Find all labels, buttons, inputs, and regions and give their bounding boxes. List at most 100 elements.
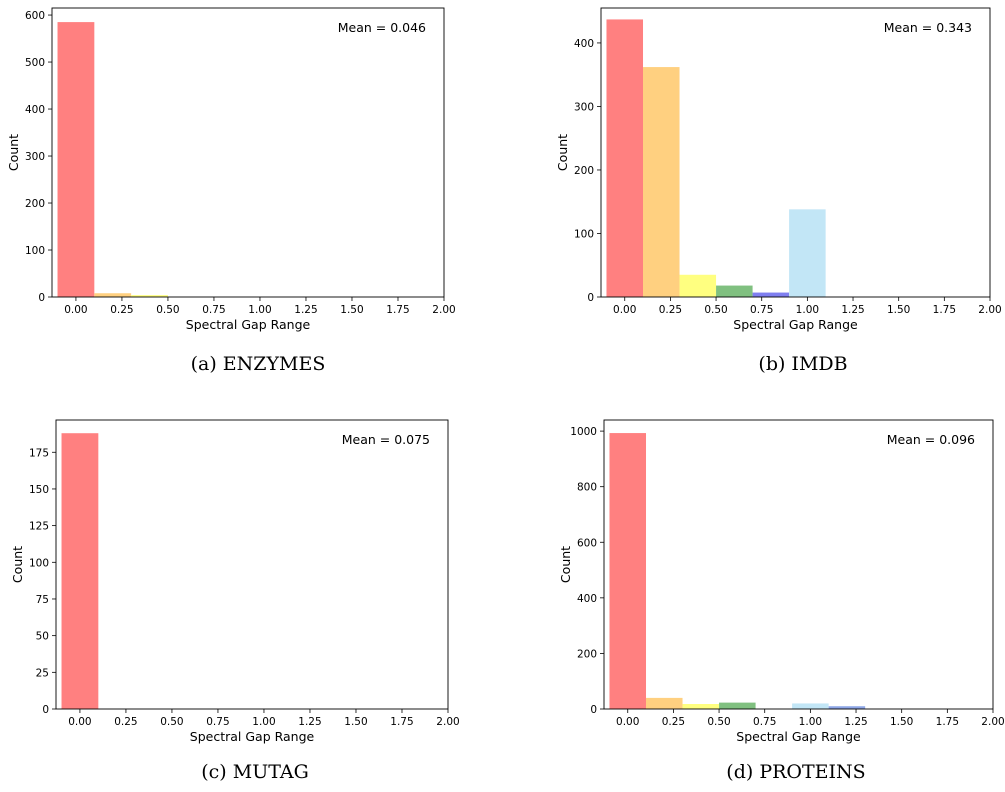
- x-tick-label: 0.50: [707, 716, 730, 728]
- bar-2: [131, 295, 168, 297]
- panel-caption: (c) MUTAG: [201, 761, 309, 783]
- bar-5: [789, 209, 826, 297]
- x-tick-label: 0.00: [64, 304, 87, 316]
- x-tick-label: 0.75: [202, 304, 225, 316]
- y-tick-label: 800: [577, 482, 597, 494]
- x-tick-label: 1.75: [390, 716, 413, 728]
- bar-3: [719, 702, 756, 709]
- y-tick-label: 125: [29, 521, 49, 533]
- x-tick-label: 0.50: [156, 304, 179, 316]
- x-tick-label: 0.00: [68, 716, 91, 728]
- y-tick-label: 100: [574, 228, 594, 240]
- x-tick-label: 2.00: [432, 304, 455, 316]
- y-tick-label: 0: [590, 704, 597, 716]
- bar-1: [643, 67, 680, 297]
- bar-1: [94, 293, 132, 297]
- axes-frame: [600, 7, 991, 298]
- x-tick-label: 1.25: [298, 716, 321, 728]
- y-tick-label: 100: [29, 557, 49, 569]
- x-tick-label: 1.75: [933, 304, 956, 316]
- y-tick-label: 25: [36, 667, 49, 679]
- x-tick-label: 1.00: [248, 304, 271, 316]
- x-tick-label: 0.00: [613, 304, 636, 316]
- x-tick-label: 1.75: [386, 304, 409, 316]
- x-tick-label: 0.00: [616, 716, 639, 728]
- y-axis-label: Count: [555, 134, 570, 171]
- x-tick-label: 1.00: [796, 304, 819, 316]
- x-axis-label: Spectral Gap Range: [736, 729, 861, 744]
- y-tick-label: 200: [574, 165, 594, 177]
- bar-4: [792, 703, 829, 709]
- x-tick-label: 0.50: [704, 304, 727, 316]
- y-tick-label: 300: [25, 151, 45, 163]
- y-tick-label: 500: [25, 57, 45, 69]
- panel-caption: (a) ENZYMES: [191, 353, 326, 375]
- x-tick-label: 0.25: [114, 716, 137, 728]
- y-tick-label: 0: [42, 704, 49, 716]
- y-tick-label: 200: [25, 198, 45, 210]
- x-tick-label: 0.50: [160, 716, 183, 728]
- y-tick-label: 0: [38, 292, 45, 304]
- axes-frame: [55, 419, 449, 710]
- x-tick-label: 1.50: [887, 304, 910, 316]
- x-tick-label: 0.75: [753, 716, 776, 728]
- panel-enzymes: 0.00 0.25 0.50 0.75 1.00 1.25 1.50 1.75 2.00 0 100…: [6, 7, 456, 375]
- x-tick-label: 1.50: [890, 716, 913, 728]
- x-tick-label: 2.00: [978, 304, 1001, 316]
- panel-imdb: 0.00 0.25 0.50 0.75 1.00 1.25 1.50 1.75 2.00 0 100…: [555, 7, 1002, 375]
- mean-annotation: Mean = 0.096: [887, 432, 975, 447]
- mean-annotation: Mean = 0.343: [884, 20, 972, 35]
- panel-mutag: 0.00 0.25 0.50 0.75 1.00 1.25 1.50 1.75 2.00 0 25 5…: [10, 419, 460, 783]
- y-axis-label: Count: [10, 546, 25, 583]
- bar-5: [828, 706, 866, 709]
- x-tick-label: 2.00: [981, 716, 1004, 728]
- y-tick-label: 200: [577, 648, 597, 660]
- x-tick-label: 1.25: [844, 716, 867, 728]
- bar-2: [682, 703, 720, 709]
- x-tick-label: 1.00: [252, 716, 275, 728]
- bar-0: [61, 433, 99, 709]
- x-axis-label: Spectral Gap Range: [733, 317, 858, 332]
- mean-annotation: Mean = 0.046: [338, 20, 426, 35]
- x-tick-label: 0.25: [659, 304, 682, 316]
- bar-3: [716, 285, 753, 297]
- y-tick-label: 400: [577, 593, 597, 605]
- y-axis-label: Count: [6, 134, 21, 171]
- bar-4: [752, 292, 790, 297]
- panel-proteins: 0.00 0.25 0.50 0.75 1.00 1.25 1.50 1.75 2.00 0 200…: [558, 419, 1005, 783]
- x-tick-label: 0.75: [206, 716, 229, 728]
- x-tick-label: 1.50: [344, 716, 367, 728]
- x-axis-label: Spectral Gap Range: [186, 317, 311, 332]
- x-tick-label: 1.25: [294, 304, 317, 316]
- y-tick-label: 400: [574, 38, 594, 50]
- bar-1: [646, 697, 683, 709]
- x-tick-label: 1.75: [936, 716, 959, 728]
- x-tick-label: 1.25: [841, 304, 864, 316]
- bar-2: [679, 274, 717, 297]
- panel-caption: (b) IMDB: [758, 353, 847, 375]
- x-tick-label: 1.00: [799, 716, 822, 728]
- panel-caption: (d) PROTEINS: [726, 761, 865, 783]
- x-tick-label: 2.00: [436, 716, 459, 728]
- axes-frame: [51, 7, 445, 298]
- y-tick-label: 175: [29, 447, 49, 459]
- y-tick-label: 75: [36, 594, 49, 606]
- y-tick-label: 100: [25, 245, 45, 257]
- y-tick-label: 0: [587, 292, 594, 304]
- y-tick-label: 1000: [570, 426, 597, 438]
- y-tick-label: 300: [574, 101, 594, 113]
- bar-0: [609, 433, 647, 709]
- x-axis-label: Spectral Gap Range: [190, 729, 315, 744]
- y-tick-label: 600: [25, 10, 45, 22]
- y-axis-label: Count: [558, 546, 573, 583]
- y-tick-label: 600: [577, 537, 597, 549]
- x-tick-label: 0.75: [750, 304, 773, 316]
- y-tick-label: 150: [29, 484, 49, 496]
- mean-annotation: Mean = 0.075: [342, 432, 430, 447]
- x-tick-label: 1.50: [340, 304, 363, 316]
- axes-frame: [603, 419, 994, 710]
- bar-0: [606, 19, 644, 298]
- x-tick-label: 0.25: [110, 304, 133, 316]
- y-tick-label: 50: [36, 631, 49, 643]
